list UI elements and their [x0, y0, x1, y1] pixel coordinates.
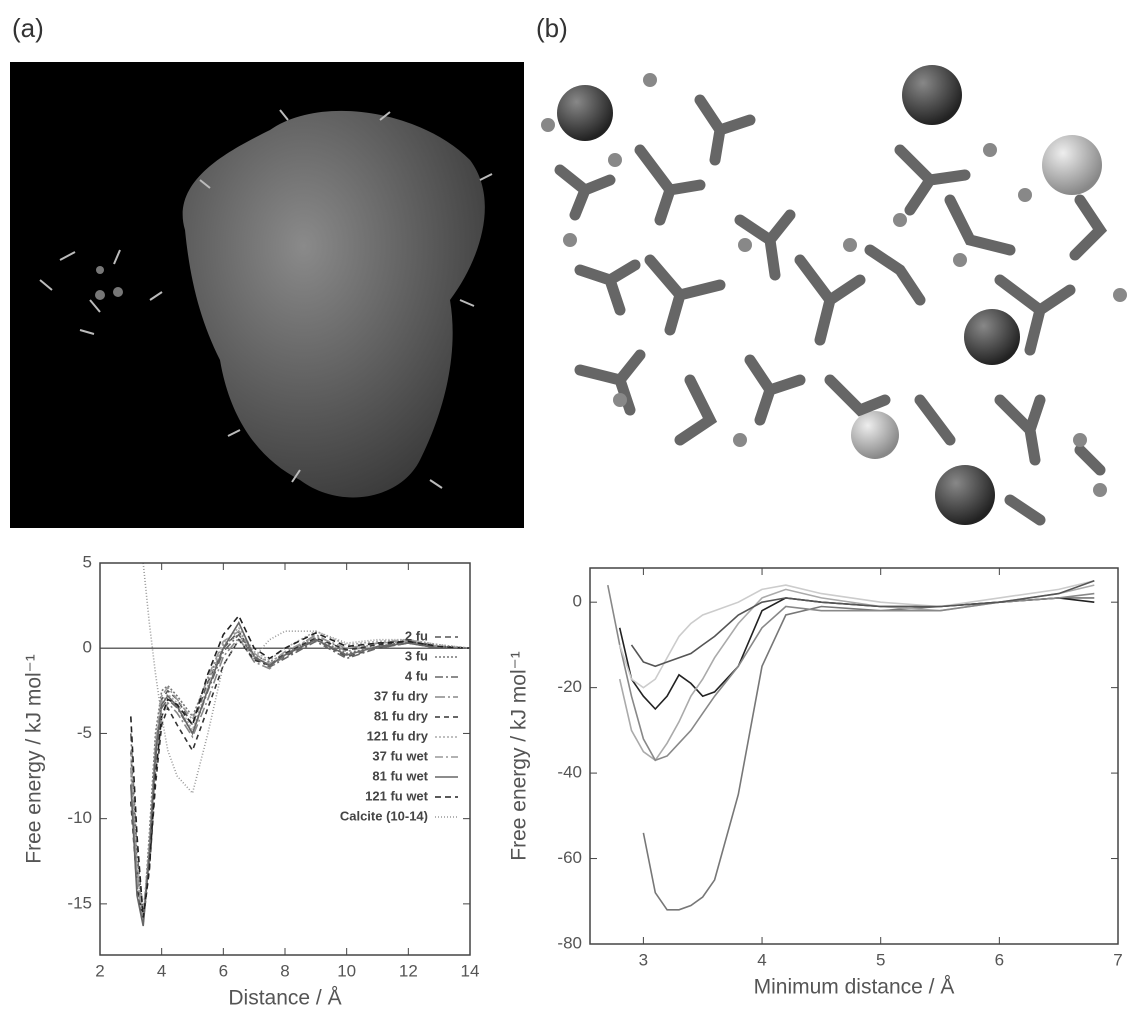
- series-line: [642, 597, 1095, 911]
- x-tick-label: 6: [995, 950, 1004, 969]
- y-tick-label: -60: [557, 848, 582, 867]
- plot-frame: [589, 567, 1119, 945]
- x-tick-label: 3: [639, 950, 648, 969]
- legend-label: 81 fu dry: [374, 708, 429, 723]
- x-tick-label: 14: [461, 961, 480, 980]
- series-line: [618, 580, 1095, 689]
- ion-cluster-image: [541, 65, 1127, 526]
- panel-label: (a): [12, 13, 44, 43]
- plot-area: [130, 563, 470, 927]
- series-line: [130, 620, 470, 927]
- y-axis-title: Free energy / kJ mol⁻¹: [508, 651, 531, 860]
- plot-area: [607, 580, 1095, 911]
- series-line: [130, 637, 470, 922]
- legend-label: Calcite (10-14): [340, 808, 428, 823]
- legend-label: 2 fu: [405, 628, 428, 643]
- x-tick-label: 4: [757, 950, 766, 969]
- y-tick-label: 5: [83, 552, 92, 571]
- legend-label: 81 fu wet: [372, 768, 428, 783]
- legend-label: 121 fu wet: [365, 788, 429, 803]
- x-tick-label: 4: [157, 961, 166, 980]
- series-line: [607, 584, 1095, 762]
- y-tick-label: -15: [67, 893, 92, 912]
- series-line: [130, 614, 470, 918]
- plot-frame: [99, 562, 471, 956]
- y-tick-label: -20: [557, 677, 582, 696]
- x-tick-label: 6: [219, 961, 228, 980]
- x-tick-label: 7: [1113, 950, 1122, 969]
- x-axis-title: Distance / Å: [228, 987, 341, 1010]
- y-tick-label: -40: [557, 763, 582, 782]
- y-tick-label: 0: [83, 638, 92, 657]
- series-line: [630, 580, 1095, 668]
- x-axis-title: Minimum distance / Å: [754, 976, 955, 999]
- x-tick-label: 10: [337, 961, 356, 980]
- legend-label: 37 fu dry: [374, 688, 429, 703]
- series-line: [130, 630, 470, 922]
- y-tick-label: 0: [573, 592, 582, 611]
- legend-label: 37 fu wet: [372, 748, 428, 763]
- legend-label: 121 fu dry: [367, 728, 429, 743]
- x-tick-label: 5: [876, 950, 885, 969]
- x-tick-label: 12: [399, 961, 418, 980]
- legend-label: 4 fu: [405, 668, 428, 683]
- y-tick-label: -80: [557, 933, 582, 952]
- y-tick-label: -5: [77, 723, 92, 742]
- y-axis-title: Free energy / kJ mol⁻¹: [23, 654, 46, 863]
- x-tick-label: 2: [95, 961, 104, 980]
- panel-label: (b): [536, 13, 568, 43]
- y-tick-label: -10: [67, 808, 92, 827]
- legend-label: 3 fu: [405, 648, 428, 663]
- x-tick-label: 8: [280, 961, 289, 980]
- protein-image: [10, 62, 524, 528]
